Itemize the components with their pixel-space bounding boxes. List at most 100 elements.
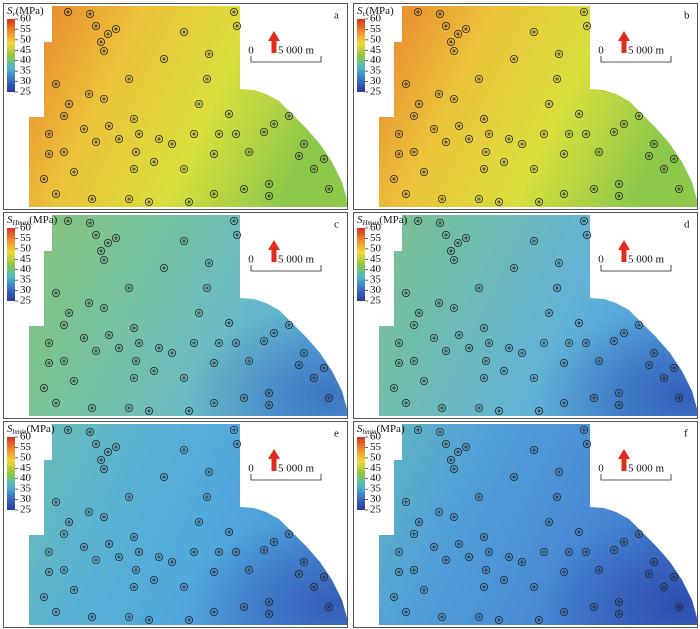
well-cross — [456, 241, 460, 245]
well — [194, 100, 203, 109]
well — [239, 602, 248, 611]
well-cross — [132, 535, 136, 539]
well — [559, 398, 568, 407]
well — [65, 309, 74, 318]
well-cross — [532, 376, 536, 380]
well-cross — [170, 142, 174, 146]
well-cross — [452, 467, 456, 471]
well — [674, 184, 683, 193]
well-cross — [94, 233, 98, 237]
well-cross — [487, 341, 491, 345]
well-cross — [262, 548, 266, 552]
well — [450, 465, 459, 474]
well-circle — [552, 493, 561, 502]
well-cross — [477, 495, 481, 499]
well — [465, 552, 474, 561]
well — [204, 259, 213, 268]
well-circle — [517, 557, 526, 566]
well-circle — [92, 346, 101, 355]
well — [499, 157, 508, 166]
well-circle — [529, 164, 538, 173]
well — [509, 473, 518, 482]
well — [104, 238, 113, 247]
well-cross — [262, 130, 266, 134]
well — [92, 137, 101, 146]
well-circle — [415, 100, 424, 109]
colorbar-label: 60 — [370, 222, 382, 234]
well-cross — [197, 102, 201, 106]
well — [97, 456, 106, 465]
well-circle — [40, 592, 49, 601]
colorbar-label: 50 — [20, 242, 32, 254]
well-circle — [402, 189, 411, 198]
well — [100, 47, 109, 56]
well-cross — [90, 406, 94, 410]
well-cross — [438, 221, 442, 225]
well-circle — [85, 90, 94, 99]
well-cross — [452, 49, 456, 53]
well-circle — [244, 565, 253, 574]
well-cross — [477, 406, 481, 410]
well — [231, 548, 240, 557]
well-cross — [452, 306, 456, 310]
well-cross — [467, 555, 471, 559]
well — [420, 167, 429, 176]
well — [582, 21, 591, 30]
well-circle — [60, 530, 69, 539]
well-cross — [117, 346, 121, 350]
well-cross — [597, 568, 601, 572]
well — [85, 299, 94, 308]
well — [480, 373, 489, 382]
well-circle — [395, 548, 404, 557]
well-cross — [235, 442, 239, 446]
well-cross — [134, 359, 138, 363]
well — [264, 400, 273, 409]
well-cross — [482, 585, 486, 589]
unit: (MPa) — [29, 214, 57, 226]
well-circle — [299, 348, 308, 357]
scale-start: 0 — [598, 254, 604, 266]
well — [45, 548, 54, 557]
scale-bar — [600, 265, 672, 272]
well — [435, 508, 444, 517]
well-circle — [669, 154, 678, 163]
well-cross — [452, 97, 456, 101]
well-circle — [294, 151, 303, 160]
scale-end: 5 000 m — [278, 45, 315, 57]
well-cross — [272, 540, 276, 544]
well-cross — [567, 550, 571, 554]
well — [92, 21, 101, 30]
well-cross — [612, 130, 616, 134]
well-circle — [415, 518, 424, 527]
well-circle — [450, 47, 459, 56]
well-circle — [609, 337, 618, 346]
well — [539, 548, 548, 557]
well-circle — [202, 75, 211, 84]
well-cross — [512, 57, 516, 61]
well — [442, 230, 451, 239]
well — [395, 548, 404, 557]
well-circle — [534, 615, 543, 624]
well-circle — [438, 194, 447, 203]
colorbar-label: 35 — [20, 483, 32, 495]
well — [659, 582, 668, 591]
well — [189, 339, 198, 348]
well-circle — [125, 194, 134, 203]
colorbar-label: 55 — [20, 23, 32, 35]
well — [40, 592, 49, 601]
well — [579, 426, 588, 434]
well-circle — [45, 130, 54, 139]
well — [88, 403, 97, 412]
colorbar-label: 60 — [20, 13, 32, 25]
well-circle — [499, 157, 508, 166]
well-cross — [147, 409, 151, 413]
well-circle — [481, 565, 490, 574]
well-cross — [72, 379, 76, 383]
well — [60, 565, 69, 574]
well-cross — [592, 605, 596, 609]
map-shade — [29, 6, 347, 207]
well-cross — [477, 286, 481, 290]
well-cross — [584, 550, 588, 554]
well — [264, 179, 273, 188]
